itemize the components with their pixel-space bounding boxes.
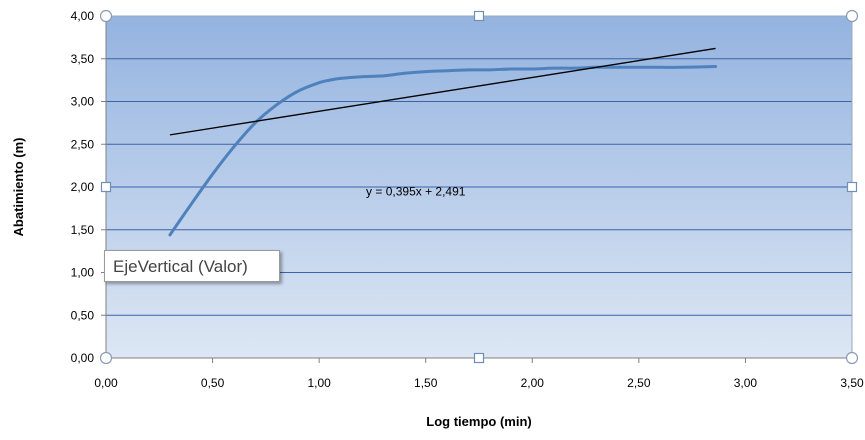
y-tick-label: 0,50 (71, 308, 95, 322)
series-layer (168, 47, 718, 237)
y-axis-title: Abatimiento (m) (11, 138, 26, 237)
x-tick-label: 0,50 (201, 376, 225, 390)
corner-resize-handle[interactable] (99, 351, 113, 365)
trendline-equation: y = 0,395x + 2,491 (366, 185, 466, 199)
y-tick-label: 3,50 (71, 52, 95, 66)
trendline[interactable] (169, 47, 716, 136)
x-tick-label: 2,00 (521, 376, 545, 390)
side-resize-handle[interactable] (473, 10, 485, 22)
x-tick-label: 1,50 (414, 376, 438, 390)
data-series-line[interactable] (168, 64, 718, 237)
side-resize-handle[interactable] (473, 352, 485, 364)
y-tick-label: 4,00 (71, 9, 95, 23)
corner-resize-handle[interactable] (99, 9, 113, 23)
x-tick-label: 3,50 (840, 376, 864, 390)
axis-tooltip: EjeVertical (Valor) (104, 250, 280, 282)
y-tick-label: 1,50 (71, 223, 95, 237)
corner-resize-handle[interactable] (845, 9, 859, 23)
y-tick-label: 3,00 (71, 95, 95, 109)
corner-resize-handle[interactable] (845, 351, 859, 365)
x-tick-label: 0,00 (94, 376, 118, 390)
tick-layer: 0,00 0,50 1,00 1,50 2,00 2,50 3,00 3,50 4,00 0,00… (71, 9, 864, 390)
x-axis-title: Log tiempo (min) (426, 414, 531, 429)
handle-layer (99, 9, 859, 365)
y-tick-label: 2,50 (71, 137, 95, 151)
side-resize-handle[interactable] (846, 181, 858, 193)
y-tick-label: 2,00 (71, 180, 95, 194)
x-tick-label: 1,00 (307, 376, 331, 390)
x-tick-label: 2,50 (627, 376, 651, 390)
x-tick-label: 3,00 (734, 376, 758, 390)
side-resize-handle[interactable] (100, 181, 112, 193)
y-tick-label: 1,00 (71, 266, 95, 280)
y-tick-label: 0,00 (71, 351, 95, 365)
